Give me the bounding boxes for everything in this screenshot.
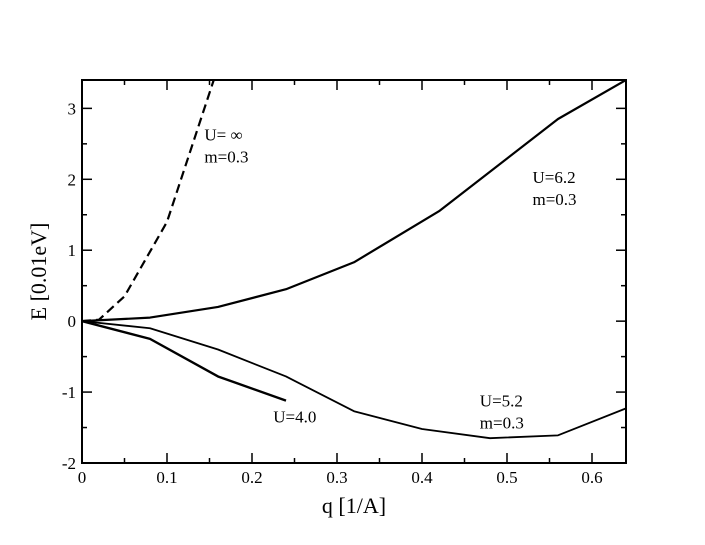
annotation-label: U=4.0 [273, 408, 316, 427]
series-layer [82, 80, 626, 440]
series-line-2 [82, 80, 626, 323]
annotation-label: U= ∞ [204, 125, 242, 144]
annotation-label: m=0.3 [204, 147, 248, 166]
x-tick-label: 0 [78, 468, 87, 487]
x-tick-label: 0.5 [496, 468, 517, 487]
series-line-1 [82, 80, 215, 323]
annotation-label: U=5.2 [480, 391, 523, 410]
y-axis-title: E [0.01eV] [26, 223, 51, 321]
y-tick-label: 0 [68, 312, 77, 331]
x-tick-label: 0.1 [156, 468, 177, 487]
y-tick-label: -2 [62, 454, 76, 473]
y-tick-label: -1 [62, 383, 76, 402]
annotation-layer: U= ∞ m=0.3 U=6.2 m=0.3 U=5.2 m=0.3 U=4.0 [204, 125, 576, 432]
x-tick-label: 0.6 [581, 468, 602, 487]
series-line-3 [82, 320, 626, 440]
tick-layer: 0 0.1 0.2 0.3 0.4 0.5 0.6 -2 -1 0 1 2 3 [62, 80, 626, 487]
plot-frame [81, 79, 627, 464]
annotation-label: m=0.3 [480, 413, 524, 432]
y-tick-label: 3 [68, 99, 77, 118]
annotation-label: U=6.2 [533, 168, 576, 187]
x-axis-title: q [1/A] [322, 493, 386, 518]
y-tick-label: 2 [68, 170, 77, 189]
x-tick-label: 0.2 [241, 468, 262, 487]
x-tick-label: 0.4 [411, 468, 433, 487]
series-line-4 [82, 319, 287, 402]
y-tick-label: 1 [68, 241, 77, 260]
x-tick-label: 0.3 [326, 468, 347, 487]
annotation-label: m=0.3 [533, 190, 577, 209]
